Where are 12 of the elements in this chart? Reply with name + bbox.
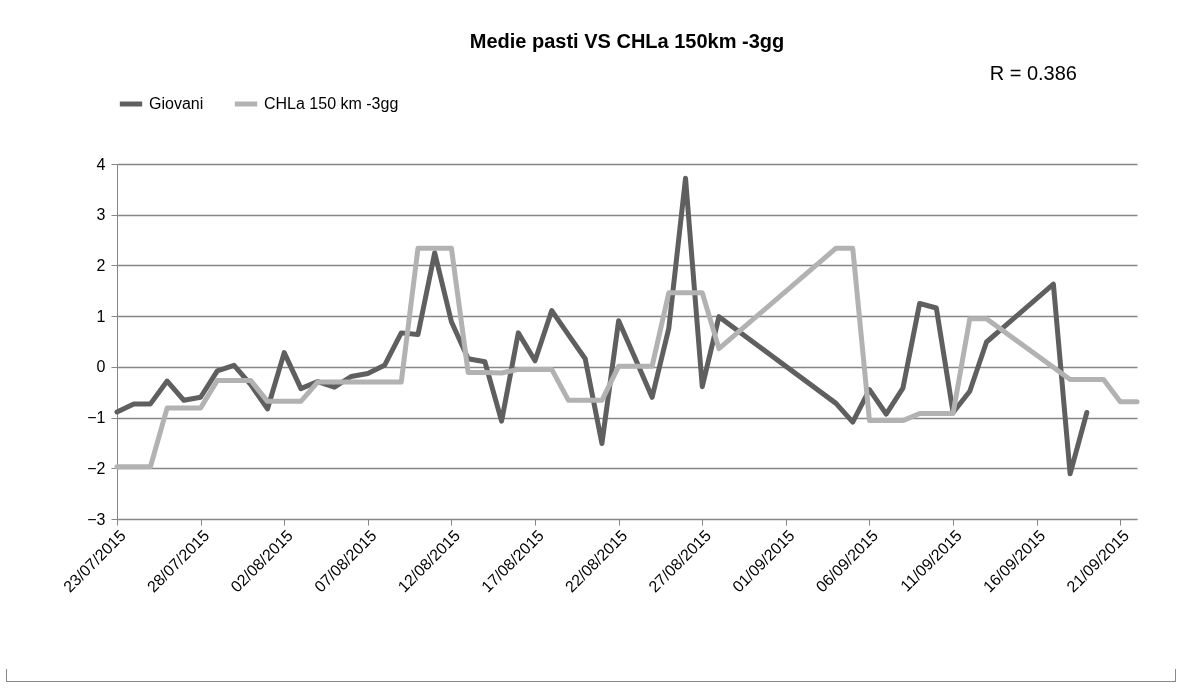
y-tick-label: 0 (96, 358, 106, 376)
y-tick-label: −3 (87, 510, 106, 528)
legend-label: CHLa 150 km -3gg (264, 95, 399, 112)
y-tick-label: 1 (96, 307, 106, 325)
legend-label: Giovani (149, 95, 204, 112)
y-tick-label: 3 (96, 206, 106, 224)
y-tick-label: −2 (87, 459, 106, 477)
text: R = 0.386 (989, 62, 1077, 84)
chart-title: Medie pasti VS CHLa 150km -3gg (469, 30, 785, 52)
y-tick-label: −1 (87, 409, 106, 427)
y-tick-label: 4 (96, 155, 106, 173)
y-tick-label: 2 (96, 256, 106, 274)
